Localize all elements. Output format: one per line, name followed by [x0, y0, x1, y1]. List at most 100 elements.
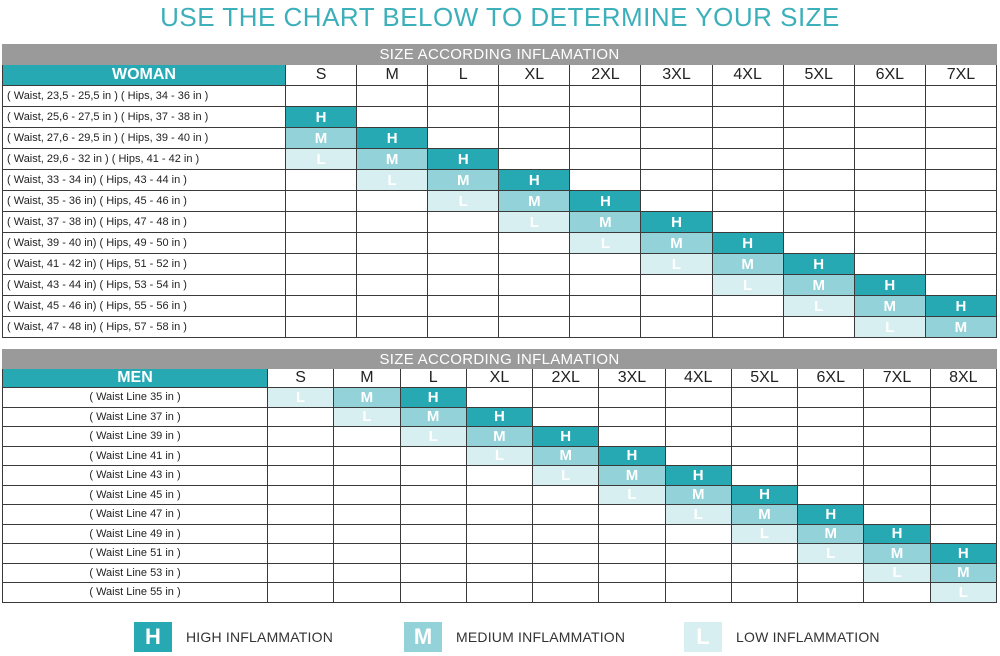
woman-banner: SIZE ACCORDING INFLAMATION	[1, 44, 998, 65]
size-cell	[284, 232, 358, 254]
size-cell: L	[664, 504, 732, 525]
size-cell	[465, 484, 534, 505]
size-cell	[333, 465, 401, 486]
size-cell	[284, 274, 358, 296]
size-cell	[356, 232, 429, 254]
size-cell	[853, 169, 926, 191]
size-cell	[711, 316, 784, 338]
size-cell	[924, 169, 998, 191]
size-cell	[532, 387, 600, 408]
size-cell	[465, 465, 534, 486]
size-cell	[427, 316, 500, 338]
legend-item-medium: M MEDIUM INFLAMMATION	[404, 621, 625, 653]
size-cell: M	[853, 295, 926, 317]
size-cell	[569, 106, 642, 128]
size-cell	[284, 169, 358, 191]
size-cell: L	[284, 148, 358, 170]
size-cell: H	[356, 127, 429, 149]
size-cell: M	[640, 232, 713, 254]
size-cell: H	[711, 232, 784, 254]
size-cell: L	[797, 543, 865, 564]
size-cell	[266, 465, 335, 486]
men-size-header: 4XL	[664, 368, 732, 388]
woman-size-header: 5XL	[782, 64, 855, 86]
men-size-header: S	[266, 368, 335, 388]
woman-measurement-label: ( Waist, 29,6 - 32 in ) ( Hips, 41 - 42 …	[2, 148, 286, 170]
size-cell	[664, 445, 732, 466]
table-row: ( Waist Line 37 in ) L M H	[2, 406, 998, 427]
size-cell: H	[598, 445, 666, 466]
size-cell	[356, 316, 429, 338]
size-cell	[730, 465, 799, 486]
size-cell	[711, 190, 784, 212]
size-cell	[640, 190, 713, 212]
size-cell	[427, 106, 500, 128]
size-cell: H	[664, 465, 732, 486]
men-measurement-label: ( Waist Line 45 in )	[2, 484, 268, 505]
size-cell	[853, 211, 926, 233]
size-cell	[532, 523, 600, 544]
size-cell	[797, 562, 865, 583]
table-row: ( Waist Line 47 in ) L M H	[2, 504, 998, 525]
size-cell	[598, 426, 666, 447]
size-cell: M	[532, 445, 600, 466]
size-cell	[730, 582, 799, 603]
size-cell	[664, 406, 732, 427]
woman-measurement-label: ( Waist, 47 - 48 in) ( Hips, 57 - 58 in …	[2, 316, 286, 338]
table-row: ( Waist, 33 - 34 in) ( Hips, 43 - 44 in …	[2, 169, 998, 191]
table-row: ( Waist Line 35 in ) L M H	[2, 387, 998, 408]
woman-size-header: L	[427, 64, 500, 86]
size-cell	[284, 295, 358, 317]
men-measurement-label: ( Waist Line 55 in )	[2, 582, 268, 603]
size-cell: H	[465, 406, 534, 427]
size-cell	[782, 190, 855, 212]
size-cell: M	[465, 426, 534, 447]
size-cell	[532, 562, 600, 583]
size-cell	[863, 445, 931, 466]
size-cell: L	[730, 523, 799, 544]
size-cell	[598, 387, 666, 408]
size-cell	[640, 295, 713, 317]
size-cell: H	[399, 387, 467, 408]
woman-group-label: WOMAN	[2, 64, 286, 86]
size-cell	[569, 148, 642, 170]
size-cell	[427, 211, 500, 233]
size-cell	[266, 543, 335, 564]
size-cell	[399, 445, 467, 466]
size-cell	[427, 127, 500, 149]
size-cell	[266, 582, 335, 603]
size-cell	[333, 504, 401, 525]
size-cell	[640, 106, 713, 128]
men-measurement-label: ( Waist Line 53 in )	[2, 562, 268, 583]
size-cell	[532, 406, 600, 427]
size-cell	[498, 127, 571, 149]
men-size-header: M	[333, 368, 401, 388]
size-cell	[333, 523, 401, 544]
legend-swatch-high: H	[134, 622, 172, 652]
size-cell: L	[356, 169, 429, 191]
legend: H HIGH INFLAMMATION M MEDIUM INFLAMMATIO…	[0, 621, 1000, 653]
size-cell	[356, 106, 429, 128]
size-cell	[797, 582, 865, 603]
size-cell	[569, 85, 642, 107]
woman-size-header: XL	[498, 64, 571, 86]
size-cell	[924, 253, 998, 275]
size-cell: H	[924, 295, 998, 317]
table-row: ( Waist, 45 - 46 in) ( Hips, 55 - 56 in …	[2, 295, 998, 317]
size-cell	[924, 274, 998, 296]
size-cell: L	[569, 232, 642, 254]
size-cell: H	[569, 190, 642, 212]
size-cell	[498, 106, 571, 128]
size-cell	[465, 543, 534, 564]
size-cell	[853, 85, 926, 107]
table-row: ( Waist Line 55 in ) L	[2, 582, 998, 603]
size-cell: M	[284, 127, 358, 149]
size-cell	[284, 85, 358, 107]
woman-measurement-label: ( Waist, 23,5 - 25,5 in ) ( Hips, 34 - 3…	[2, 85, 286, 107]
size-cell	[863, 465, 931, 486]
size-cell	[863, 406, 931, 427]
size-cell	[498, 274, 571, 296]
size-cell	[399, 465, 467, 486]
size-cell: L	[333, 406, 401, 427]
size-cell	[863, 484, 931, 505]
